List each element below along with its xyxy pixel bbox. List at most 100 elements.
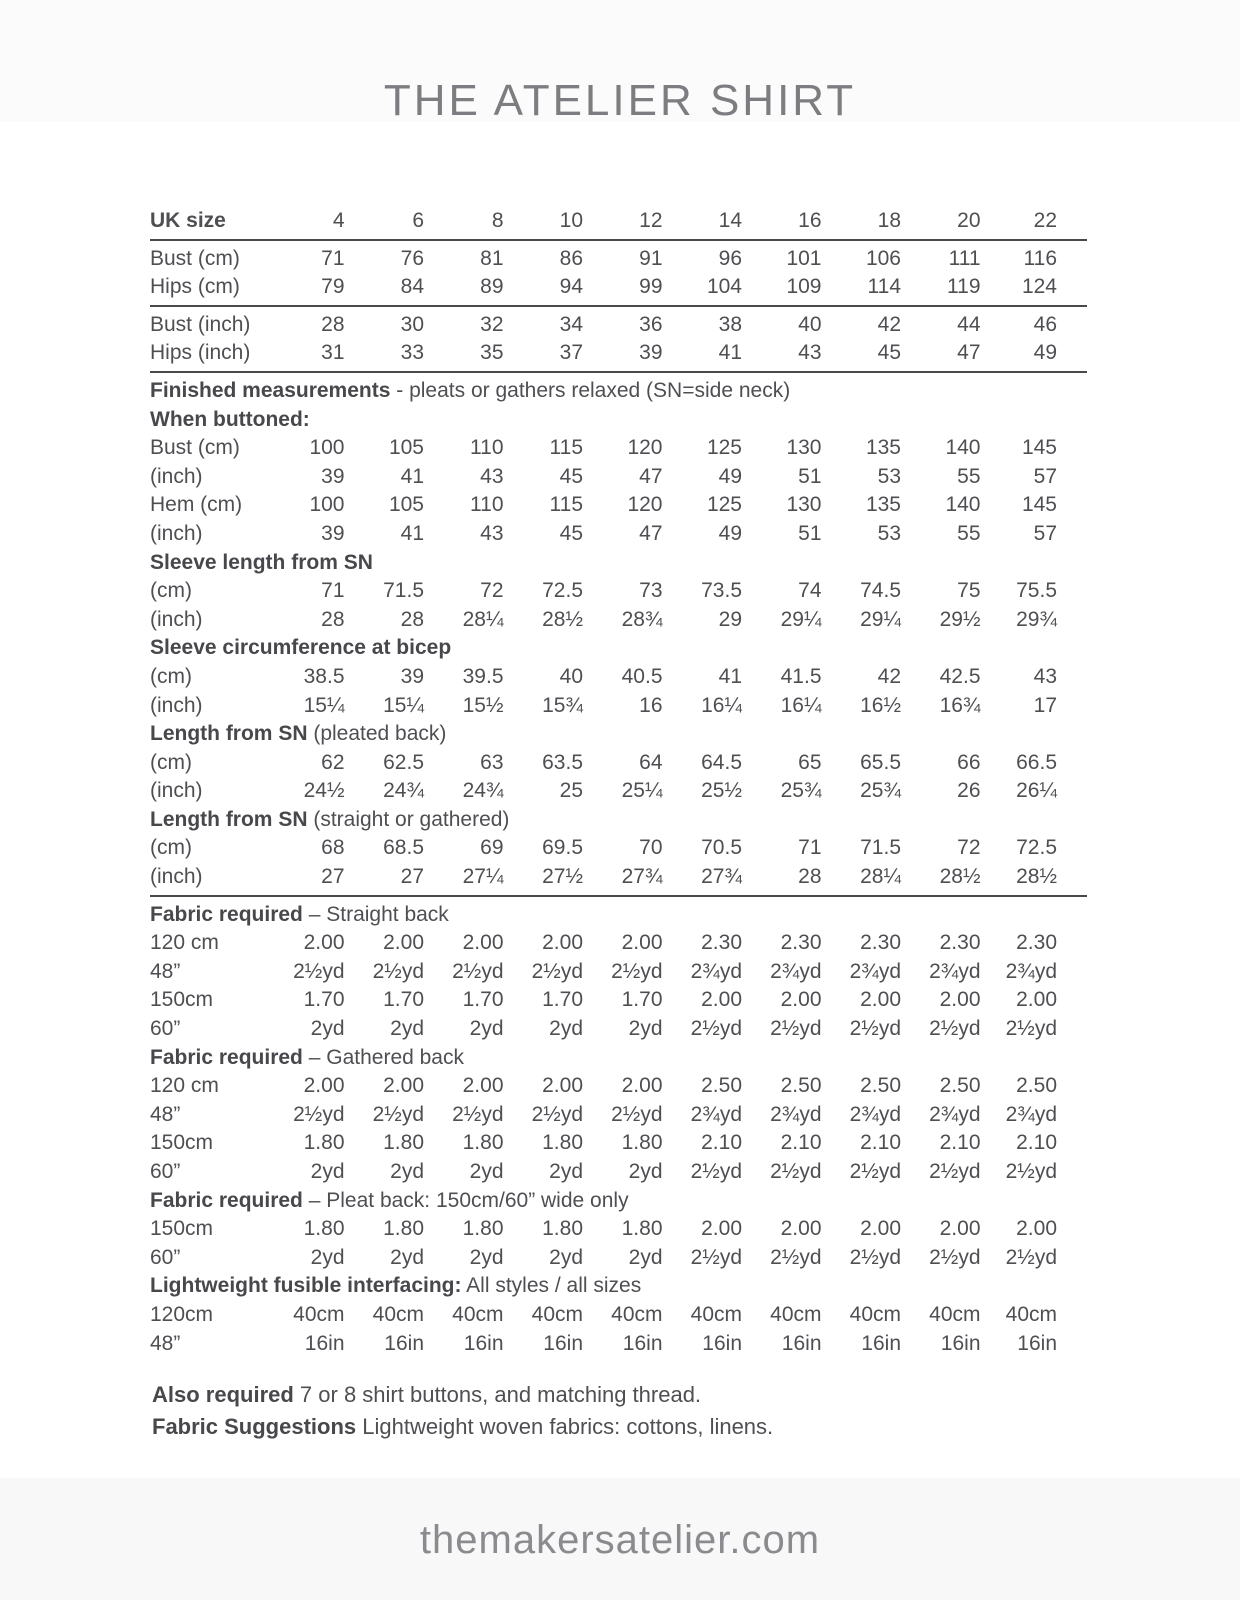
row-label: (inch) bbox=[150, 779, 203, 803]
value-cell: 22 bbox=[1033, 209, 1057, 232]
value-cell: 2yd bbox=[310, 1017, 345, 1041]
divider-line bbox=[150, 367, 1087, 377]
value-cell: 38 bbox=[718, 312, 742, 336]
value-cell: 15¾ bbox=[542, 693, 583, 717]
section-heading-row: Length from SN (pleated back) bbox=[150, 720, 1087, 749]
value-cell: 2yd bbox=[628, 1160, 663, 1183]
fabric-suggestions-label: Fabric Suggestions bbox=[152, 1413, 357, 1439]
value-cell: 81 bbox=[480, 246, 504, 270]
value-cell: 43 bbox=[480, 464, 504, 488]
value-cell: 101 bbox=[786, 246, 822, 270]
value-cell: 57 bbox=[1033, 521, 1057, 545]
value-cell: 42 bbox=[877, 312, 901, 336]
value-cell: 2½yd bbox=[770, 1245, 822, 1269]
section-heading-row: Sleeve length from SN bbox=[150, 549, 1087, 578]
value-cell: 65 bbox=[798, 750, 822, 774]
value-cell: 15¼ bbox=[303, 693, 345, 717]
value-cell: 2.10 bbox=[1016, 1131, 1057, 1155]
value-cell: 40cm bbox=[611, 1302, 663, 1326]
value-cell: 2½yd bbox=[690, 1017, 742, 1041]
value-cell: 65.5 bbox=[860, 750, 901, 774]
table-row: 150cm 1.80 1.80 1.80 1.80 1.80 2.00 2.00 2.00 2.0… bbox=[150, 1215, 1087, 1244]
notes-block: Also required 7 or 8 shirt buttons, and … bbox=[152, 1379, 773, 1442]
value-cell: 26 bbox=[957, 779, 981, 803]
value-cell: 55 bbox=[957, 521, 981, 545]
value-cell: 2.00 bbox=[621, 1074, 663, 1098]
value-cell: 4 bbox=[332, 209, 345, 232]
value-cell: 1.80 bbox=[383, 1131, 424, 1155]
value-cell: 71 bbox=[798, 836, 822, 860]
section-heading-row: Fabric required – Straight back bbox=[150, 901, 1087, 930]
value-cell: 2.00 bbox=[1016, 1217, 1057, 1241]
table-row: 150cm 1.80 1.80 1.80 1.80 1.80 2.10 2.10 2.10 2.1… bbox=[150, 1129, 1087, 1158]
value-cell: 2.50 bbox=[860, 1074, 901, 1098]
value-cell: 40cm bbox=[849, 1302, 901, 1326]
value-cell: 63.5 bbox=[542, 750, 583, 774]
value-cell: 1.80 bbox=[303, 1131, 345, 1155]
value-cell: 24½ bbox=[303, 779, 345, 803]
value-cell: 2½yd bbox=[531, 1102, 583, 1126]
value-cell: 46 bbox=[1033, 312, 1057, 336]
value-cell: 119 bbox=[947, 275, 981, 299]
section-heading-row: Sleeve circumference at bicep bbox=[150, 634, 1087, 663]
value-cell: 73 bbox=[639, 579, 663, 603]
value-cell: 16in bbox=[861, 1331, 901, 1355]
value-cell: 75 bbox=[957, 579, 981, 603]
table-row: (cm) 62 62.5 63 63.5 64 64.5 65 65.5 66 66.5 bbox=[150, 749, 1087, 778]
top-background-band bbox=[0, 0, 1240, 122]
value-cell: 2yd bbox=[628, 1017, 663, 1041]
value-cell: 2.30 bbox=[780, 931, 822, 955]
value-cell: 2yd bbox=[390, 1017, 424, 1041]
value-cell: 41 bbox=[718, 664, 742, 688]
value-cell: 27¾ bbox=[621, 865, 663, 889]
value-cell: 120 bbox=[627, 493, 663, 517]
value-cell: 2.30 bbox=[939, 931, 981, 955]
value-cell: 140 bbox=[945, 436, 981, 460]
row-label: (cm) bbox=[150, 750, 192, 774]
value-cell: 2.00 bbox=[701, 988, 742, 1012]
value-cell: 2.30 bbox=[701, 931, 742, 955]
value-cell: 40 bbox=[559, 664, 583, 688]
value-cell: 135 bbox=[865, 493, 901, 517]
row-label: Bust (cm) bbox=[150, 436, 240, 460]
value-cell: 2.50 bbox=[701, 1074, 742, 1098]
value-cell: 70.5 bbox=[701, 836, 742, 860]
value-cell: 44 bbox=[957, 312, 981, 336]
value-cell: 8 bbox=[491, 209, 504, 232]
value-cell: 2.00 bbox=[780, 988, 822, 1012]
section-heading: Fabric required – Gathered back bbox=[150, 1044, 1087, 1073]
table-row: (inch) 15¼ 15¼ 15½ 15¾ 16 16¼ 16¼ 16½ 16¾ 17 bbox=[150, 692, 1087, 721]
value-cell: 2½yd bbox=[849, 1160, 901, 1183]
value-cell: 55 bbox=[957, 464, 981, 488]
value-cell: 24¾ bbox=[383, 779, 424, 803]
value-cell: 35 bbox=[480, 341, 504, 365]
value-cell: 69.5 bbox=[542, 836, 583, 860]
value-cell: 40cm bbox=[770, 1302, 822, 1326]
section-heading-rest: All styles / all sizes bbox=[461, 1274, 642, 1298]
value-cell: 100 bbox=[309, 436, 345, 460]
value-cell: 16in bbox=[622, 1331, 663, 1355]
value-cell: 40cm bbox=[929, 1302, 981, 1326]
row-label: 48” bbox=[150, 1102, 181, 1126]
value-cell: 47 bbox=[639, 464, 663, 488]
value-cell: 20 bbox=[957, 209, 981, 232]
value-cell: 2.10 bbox=[939, 1131, 981, 1155]
value-cell: 16¾ bbox=[939, 693, 981, 717]
value-cell: 2yd bbox=[549, 1017, 583, 1041]
section-heading-rest: (pleated back) bbox=[307, 722, 447, 746]
value-cell: 49 bbox=[718, 521, 742, 545]
value-cell: 16in bbox=[702, 1331, 742, 1355]
value-cell: 14 bbox=[718, 209, 742, 232]
value-cell: 2½yd bbox=[452, 959, 504, 983]
section-heading-bold: Sleeve length from SN bbox=[150, 550, 373, 574]
bottom-background-band bbox=[0, 1478, 1240, 1600]
value-cell: 69 bbox=[480, 836, 504, 860]
value-cell: 1.80 bbox=[462, 1131, 504, 1155]
value-cell: 130 bbox=[786, 436, 822, 460]
value-cell: 39 bbox=[321, 521, 345, 545]
table-row: 120cm 40cm 40cm 40cm 40cm 40cm 40cm 40cm 40cm 40c… bbox=[150, 1301, 1087, 1330]
divider-rule bbox=[150, 891, 1087, 901]
value-cell: 39 bbox=[400, 664, 424, 688]
value-cell: 72 bbox=[480, 579, 504, 603]
divider-line bbox=[150, 235, 1087, 245]
